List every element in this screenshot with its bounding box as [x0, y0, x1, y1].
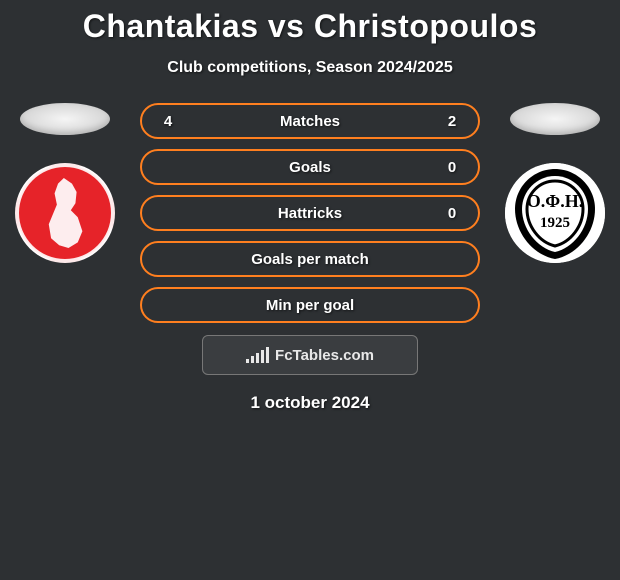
stat-right-value: 0	[440, 159, 464, 176]
stat-row-matches: 4 Matches 2	[140, 103, 480, 139]
bar	[256, 353, 259, 363]
svg-text:1925: 1925	[540, 215, 570, 231]
bar	[246, 359, 249, 363]
bar	[266, 347, 269, 363]
comparison-panel: Ο.Φ.Η. 1925 4 Matches 2 Goals 0 Hattrick…	[0, 103, 620, 413]
stat-row-hattricks: Hattricks 0	[140, 195, 480, 231]
stat-label: Min per goal	[266, 297, 354, 314]
page-subtitle: Club competitions, Season 2024/2025	[0, 59, 620, 77]
stat-row-goals-per-match: Goals per match	[140, 241, 480, 277]
watermark-text: FcTables.com	[275, 347, 374, 364]
watermark-chart-icon	[246, 347, 269, 363]
stat-right-value: 2	[440, 113, 464, 130]
bar	[251, 356, 254, 363]
stat-label: Matches	[280, 113, 340, 130]
stat-left-value: 4	[156, 113, 180, 130]
stat-label: Goals	[289, 159, 331, 176]
right-player-column: Ο.Φ.Η. 1925	[500, 103, 610, 263]
stat-label: Goals per match	[251, 251, 369, 268]
stats-list: 4 Matches 2 Goals 0 Hattricks 0 Goals pe…	[140, 103, 480, 323]
svg-text:Ο.Φ.Η.: Ο.Φ.Η.	[527, 191, 583, 211]
stat-row-min-per-goal: Min per goal	[140, 287, 480, 323]
right-club-emblem-icon: Ο.Φ.Η. 1925	[505, 163, 605, 263]
left-player-photo-placeholder	[20, 103, 110, 135]
left-club-emblem-icon	[36, 178, 94, 248]
left-club-badge	[15, 163, 115, 263]
page-title: Chantakias vs Christopoulos	[0, 0, 620, 45]
left-player-column	[10, 103, 120, 263]
right-player-photo-placeholder	[510, 103, 600, 135]
bar	[261, 350, 264, 363]
right-club-badge: Ο.Φ.Η. 1925	[505, 163, 605, 263]
stat-label: Hattricks	[278, 205, 342, 222]
stat-row-goals: Goals 0	[140, 149, 480, 185]
stat-right-value: 0	[440, 205, 464, 222]
watermark: FcTables.com	[202, 335, 418, 375]
snapshot-date: 1 october 2024	[0, 393, 620, 413]
